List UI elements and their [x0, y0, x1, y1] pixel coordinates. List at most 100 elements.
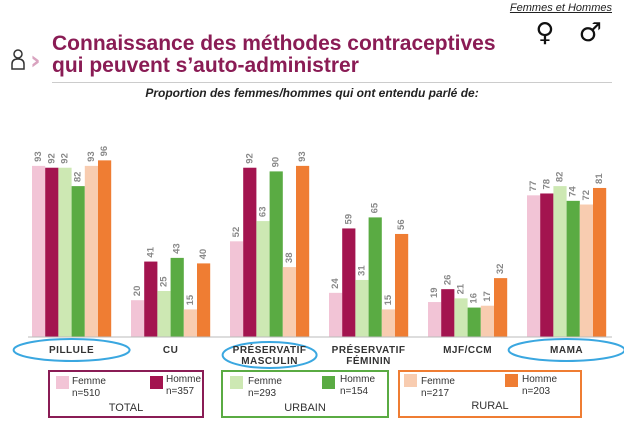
bar: [45, 167, 59, 337]
data-label: 15: [185, 294, 196, 305]
legend-series-n: n=203: [522, 386, 551, 397]
x-tick-label: FÉMININ: [346, 354, 391, 367]
highlight-ellipse: [507, 338, 624, 362]
x-tick-label: CU: [163, 345, 178, 356]
data-label: 26: [442, 275, 453, 286]
legend-swatch-rural-femme: [404, 374, 417, 387]
audience-tag: Femmes et Hommes: [509, 2, 612, 14]
bar: [296, 165, 310, 337]
bar: [381, 309, 395, 337]
data-label: 41: [145, 246, 156, 257]
data-label: 40: [198, 249, 209, 260]
data-label: 65: [370, 202, 381, 213]
data-label: 21: [456, 283, 467, 294]
legend-swatch-rural-homme: [505, 374, 518, 387]
bar: [170, 257, 184, 337]
x-tick-label: MAMA: [550, 345, 583, 356]
bar: [480, 305, 494, 337]
legend-label-urbain-homme: Homme n=154: [340, 374, 375, 398]
bar: [355, 279, 369, 337]
data-label: 63: [258, 207, 269, 218]
bar: [566, 200, 580, 337]
legend-series-n: n=293: [248, 388, 277, 399]
bar: [329, 292, 343, 337]
legend-series-name: Femme: [72, 376, 106, 387]
legend-group-urbain: URBAIN: [284, 402, 326, 414]
legend-label-rural-femme: Femme n=217: [421, 376, 455, 400]
bar: [342, 228, 356, 337]
bar: [540, 193, 554, 337]
legend-series-n: n=357: [166, 386, 195, 397]
legend-series-name: Homme: [166, 374, 202, 385]
bar: [131, 300, 145, 337]
legend-swatch-total-homme: [150, 376, 163, 389]
bar: [467, 307, 481, 337]
chevron-right-icon: ›: [30, 46, 41, 76]
title-line-1: Connaissance des méthodes contraceptives: [52, 32, 496, 55]
data-label: 43: [172, 243, 183, 254]
legend-series-n: n=217: [421, 388, 450, 399]
bar: [282, 267, 296, 337]
gender-symbols-icon: ♀ ♂: [535, 18, 610, 48]
data-label: 32: [495, 264, 506, 275]
data-label: 56: [396, 219, 407, 230]
data-label: 78: [541, 179, 552, 190]
bar: [98, 160, 112, 337]
data-label: 25: [159, 276, 170, 287]
bar: [527, 195, 541, 337]
bar: [428, 302, 442, 337]
x-tick-label: PILLULE: [49, 345, 94, 356]
legend-swatch-total-femme: [56, 376, 69, 389]
legend-series-name: Homme: [340, 374, 376, 385]
data-label: 15: [383, 294, 394, 305]
highlight-ellipse: [221, 341, 318, 369]
data-label: 59: [343, 214, 354, 225]
data-label: 93: [33, 151, 44, 162]
x-tick-label: MJF/CCM: [443, 345, 492, 356]
data-label: 72: [581, 190, 592, 201]
data-label: 92: [60, 153, 71, 164]
page-title: Connaissance des méthodes contraceptives…: [52, 33, 522, 77]
legend-label-urbain-femme: Femme n=293: [248, 376, 282, 400]
data-label: 90: [271, 157, 282, 168]
bar: [454, 298, 468, 337]
bar: [269, 171, 283, 337]
bar: [157, 291, 171, 337]
bar: [579, 204, 593, 337]
data-label: 38: [284, 253, 295, 264]
data-label: 92: [46, 153, 57, 164]
bar: [84, 165, 98, 337]
title-divider: [52, 82, 612, 83]
bar: [243, 167, 257, 337]
legend-box-urbain: [221, 370, 389, 418]
bar: [183, 309, 197, 337]
bar: [71, 186, 85, 337]
data-label: 81: [594, 173, 605, 184]
bar: [230, 241, 244, 337]
x-tick-label: PRÉSERVATIF: [332, 343, 406, 356]
data-label: 93: [86, 151, 97, 162]
legend-group-total: TOTAL: [108, 402, 144, 414]
data-label: 82: [73, 172, 84, 183]
legend-box-rural: [398, 370, 582, 418]
x-tick-label: MASCULIN: [241, 356, 298, 367]
data-label: 19: [429, 287, 440, 298]
bar: [553, 186, 567, 337]
data-label: 77: [528, 181, 539, 192]
bar: [395, 233, 409, 337]
legend-series-n: n=154: [340, 386, 369, 397]
bar: [441, 289, 455, 337]
x-tick-label: PRÉSERVATIF: [233, 343, 307, 356]
legend-series-name: Homme: [522, 374, 558, 385]
data-label: 82: [555, 172, 566, 183]
legend-series-name: Femme: [248, 376, 282, 387]
legend-swatch-urbain-homme: [322, 376, 335, 389]
legend-label-total-femme: Femme n=510: [72, 376, 106, 400]
data-label: 17: [482, 291, 493, 302]
legend-group-rural: RURAL: [471, 400, 509, 412]
bar: [593, 187, 607, 337]
data-label: 20: [132, 286, 143, 297]
data-label: 92: [244, 153, 255, 164]
data-label: 16: [469, 293, 480, 304]
